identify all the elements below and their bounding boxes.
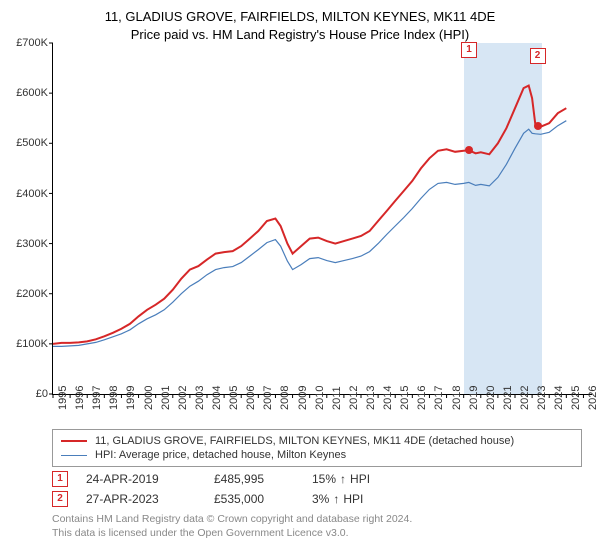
sale-pct-vs-hpi: 15% ↑ HPI <box>312 472 370 486</box>
x-tick-label: 2009 <box>297 386 309 410</box>
x-tick-label: 2005 <box>228 386 240 410</box>
sale-date: 24-APR-2019 <box>86 472 196 486</box>
chart-svg <box>53 43 592 394</box>
sale-date: 27-APR-2023 <box>86 492 196 506</box>
x-tick-label: 2012 <box>348 386 360 410</box>
y-tick-label: £200K <box>3 288 48 300</box>
footer-line-2: This data is licensed under the Open Gov… <box>52 527 600 541</box>
sale-pct-vs-hpi: 3% ↑ HPI <box>312 492 363 506</box>
legend-label-2: HPI: Average price, detached house, Milt… <box>95 449 346 461</box>
sale-index-box: 1 <box>52 471 68 487</box>
legend-label-1: 11, GLADIUS GROVE, FAIRFIELDS, MILTON KE… <box>95 435 514 447</box>
x-tick-label: 2025 <box>570 386 582 410</box>
x-tick-label: 2011 <box>331 386 343 410</box>
x-tick-label: 2010 <box>314 386 326 410</box>
x-tick-label: 2016 <box>416 386 428 410</box>
x-tick-label: 2003 <box>194 386 206 410</box>
x-tick-label: 2000 <box>143 386 155 410</box>
title-line-1: 11, GLADIUS GROVE, FAIRFIELDS, MILTON KE… <box>0 8 600 26</box>
legend-row-2: HPI: Average price, detached house, Milt… <box>61 448 573 462</box>
footer-attribution: Contains HM Land Registry data © Crown c… <box>52 513 600 540</box>
x-tick-label: 2013 <box>365 386 377 410</box>
chart-plot-area: £0£100K£200K£300K£400K£500K£600K£700K199… <box>52 43 592 395</box>
y-tick-label: £100K <box>3 338 48 350</box>
x-tick-label: 2001 <box>160 386 172 410</box>
sale-price: £535,000 <box>214 492 294 506</box>
legend-swatch-1 <box>61 440 87 442</box>
sale-row: 1 24-APR-2019 £485,995 15% ↑ HPI <box>52 471 600 487</box>
x-tick-label: 2002 <box>177 386 189 410</box>
sale-index-box: 2 <box>52 491 68 507</box>
x-tick-label: 1995 <box>57 386 69 410</box>
sale-dot <box>465 146 473 154</box>
series-price-paid <box>53 86 566 344</box>
x-tick-label: 2017 <box>433 386 445 410</box>
x-tick-label: 2019 <box>468 386 480 410</box>
x-tick-label: 2007 <box>262 386 274 410</box>
x-tick-label: 2021 <box>502 386 514 410</box>
sale-price: £485,995 <box>214 472 294 486</box>
y-tick-label: £700K <box>3 37 48 49</box>
y-tick-label: £0 <box>3 388 48 400</box>
y-tick-label: £300K <box>3 238 48 250</box>
sales-list: 1 24-APR-2019 £485,995 15% ↑ HPI 2 27-APR-202… <box>0 471 600 507</box>
x-tick-label: 2018 <box>451 386 463 410</box>
x-tick-label: 2026 <box>587 386 599 410</box>
x-tick-label: 2022 <box>519 386 531 410</box>
x-tick-label: 1999 <box>125 386 137 410</box>
x-tick-label: 2023 <box>536 386 548 410</box>
legend-swatch-2 <box>61 455 87 456</box>
sale-marker-box: 1 <box>461 42 477 58</box>
chart-title: 11, GLADIUS GROVE, FAIRFIELDS, MILTON KE… <box>0 0 600 43</box>
sale-marker-box: 2 <box>530 48 546 64</box>
sale-dot <box>534 122 542 130</box>
x-tick-label: 1996 <box>74 386 86 410</box>
x-tick-label: 2014 <box>382 386 394 410</box>
x-tick-label: 2024 <box>553 386 565 410</box>
legend-row-1: 11, GLADIUS GROVE, FAIRFIELDS, MILTON KE… <box>61 434 573 448</box>
sale-row: 2 27-APR-2023 £535,000 3% ↑ HPI <box>52 491 600 507</box>
x-tick-label: 2006 <box>245 386 257 410</box>
y-tick-label: £600K <box>3 87 48 99</box>
title-line-2: Price paid vs. HM Land Registry's House … <box>0 26 600 44</box>
x-tick-label: 2008 <box>279 386 291 410</box>
up-arrow-icon: ↑ <box>340 472 346 486</box>
x-tick-label: 1998 <box>108 386 120 410</box>
x-tick-label: 2015 <box>399 386 411 410</box>
y-tick-label: £500K <box>3 137 48 149</box>
x-tick-label: 2004 <box>211 386 223 410</box>
legend-box: 11, GLADIUS GROVE, FAIRFIELDS, MILTON KE… <box>52 429 582 467</box>
x-tick-label: 2020 <box>485 386 497 410</box>
up-arrow-icon: ↑ <box>333 492 339 506</box>
y-tick-label: £400K <box>3 188 48 200</box>
footer-line-1: Contains HM Land Registry data © Crown c… <box>52 513 600 527</box>
x-tick-label: 1997 <box>91 386 103 410</box>
